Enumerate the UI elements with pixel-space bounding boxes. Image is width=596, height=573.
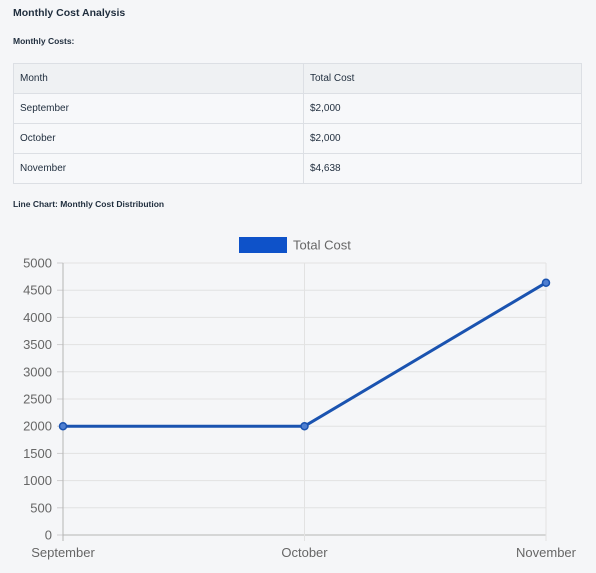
table-cell-total-cost: $2,000	[303, 123, 582, 154]
cost-table: Month Total Cost September $2,000 Octobe…	[13, 63, 582, 184]
y-tick-label: 1500	[23, 446, 52, 461]
table-row: September $2,000	[13, 93, 582, 124]
y-tick-label: 4500	[23, 283, 52, 298]
x-tick-label: November	[516, 545, 577, 560]
chart-grid	[57, 262, 547, 541]
chart-section-label: Line Chart: Monthly Cost Distribution	[13, 199, 165, 209]
monthly-costs-label: Monthly Costs:	[13, 36, 75, 46]
column-header-month: Month	[13, 63, 304, 94]
y-axis-ticks: 0 500 1000 1500 2000 2500 3000 3500 4000 4500 5000	[23, 256, 52, 543]
chart-series	[58, 278, 551, 431]
table-cell-total-cost: $4,638	[303, 153, 582, 184]
y-tick-label: 4000	[23, 310, 52, 325]
column-header-total-cost: Total Cost	[303, 63, 582, 94]
x-tick-label: September	[31, 545, 95, 560]
y-tick-label: 0	[45, 528, 52, 543]
data-point[interactable]	[300, 421, 309, 431]
table-cell-month: October	[13, 123, 304, 154]
data-point[interactable]	[541, 278, 551, 287]
table-cell-month: September	[13, 93, 304, 124]
x-tick-label: October	[281, 545, 328, 560]
y-tick-label: 3000	[23, 364, 52, 379]
y-tick-label: 1000	[23, 473, 52, 488]
table-header-row: Month Total Cost	[13, 63, 582, 94]
line-chart: Total Cost 0 500 1000 1500 2000 2500 3000 3500 4…	[23, 237, 577, 560]
data-point[interactable]	[58, 421, 68, 431]
x-axis-ticks: September October November	[31, 545, 576, 560]
y-tick-label: 5000	[23, 256, 52, 271]
legend-label[interactable]: Total Cost	[293, 238, 351, 253]
table-cell-month: November	[13, 153, 304, 184]
table-row: October $2,000	[13, 123, 582, 154]
y-tick-label: 500	[30, 500, 52, 515]
chart-legend[interactable]: Total Cost	[239, 237, 351, 253]
y-tick-label: 3500	[23, 337, 52, 352]
table-cell-total-cost: $2,000	[303, 93, 582, 124]
y-tick-label: 2500	[23, 392, 52, 407]
page-title: Monthly Cost Analysis	[13, 7, 126, 19]
legend-swatch[interactable]	[239, 237, 287, 253]
y-tick-label: 2000	[23, 419, 52, 434]
table-row: November $4,638	[13, 153, 582, 184]
